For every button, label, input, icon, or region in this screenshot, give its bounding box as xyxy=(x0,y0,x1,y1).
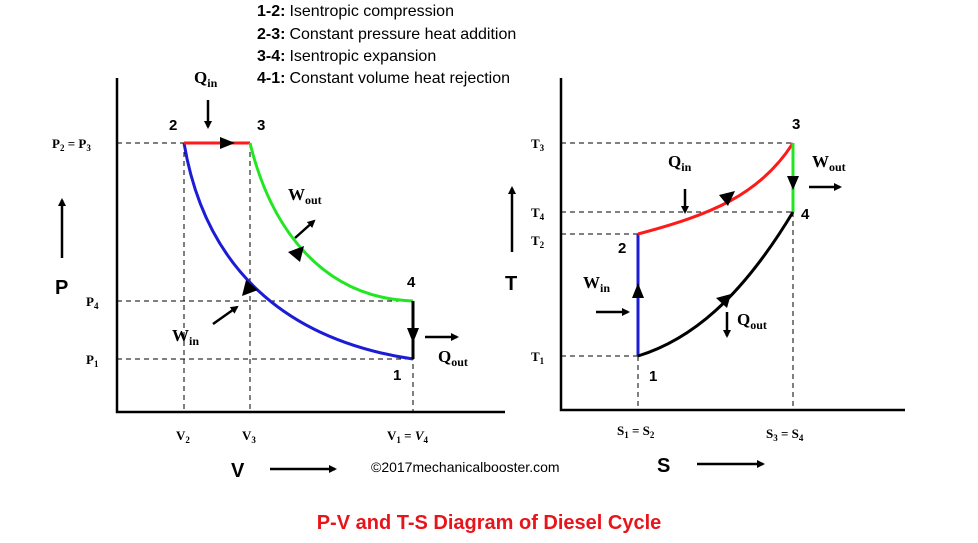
pv-qin-label: Qin xyxy=(194,68,218,90)
ts-direction-arrow-2-3 xyxy=(719,191,735,206)
ts-wout-label: Wout xyxy=(812,152,846,174)
pv-direction-arrow-4-1 xyxy=(407,328,419,343)
pv-point-3: 3 xyxy=(257,117,265,134)
pv-v3-label: V3 xyxy=(242,428,256,445)
pv-p23-label: P2 = P3 xyxy=(52,136,91,153)
pv-wout-arrow xyxy=(294,219,316,239)
pv-win-label: Win xyxy=(172,326,199,348)
ts-direction-arrow-4-1 xyxy=(716,294,731,308)
ts-axes xyxy=(559,78,905,412)
pv-axis-p-label: P xyxy=(55,277,68,299)
pv-point-1: 1 xyxy=(393,367,401,384)
process-legend: 1-2: Isentropic compression 2-3: Constant … xyxy=(257,3,516,87)
copyright-credit: ©2017mechanicalbooster.com xyxy=(371,459,560,475)
ts-s34-label: S3 = S4 xyxy=(766,426,804,443)
ts-win-label: Win xyxy=(583,273,610,295)
ts-t2-label: T2 xyxy=(531,233,545,250)
pv-axes xyxy=(115,78,505,414)
pv-compression-curve xyxy=(182,142,414,361)
pv-direction-arrow-1-2 xyxy=(242,280,258,296)
pv-direction-arrow-2-3 xyxy=(220,137,235,149)
legend-item-3-4: 3-4: Isentropic expansion xyxy=(257,48,436,65)
ts-diagram: T S T3 T4 T2 T1 S1 = S2 S3 = S4 1 2 3 4 … xyxy=(505,78,905,477)
ts-direction-arrow-1-2 xyxy=(632,283,644,298)
ts-t1-label: T1 xyxy=(531,349,545,366)
ts-heat-addition-curve xyxy=(637,142,795,236)
ts-direction-arrow-3-4 xyxy=(787,176,799,190)
pv-point-4: 4 xyxy=(407,274,416,291)
pv-axis-v-label: V xyxy=(231,460,245,482)
ts-qin-label: Qin xyxy=(668,152,692,174)
legend-item-4-1: 4-1: Constant volume heat rejection xyxy=(257,70,510,87)
pv-diagram: P V P2 = P3 P4 P1 V2 V3 V1 = V4 2 3 4 1 … xyxy=(52,68,505,482)
pv-wout-label: Wout xyxy=(288,185,322,207)
pv-direction-arrow-3-4 xyxy=(288,246,304,262)
ts-point-2: 2 xyxy=(618,240,626,257)
ts-t4-label: T4 xyxy=(531,205,545,222)
ts-s12-label: S1 = S2 xyxy=(617,423,655,440)
pv-point-2: 2 xyxy=(169,117,177,134)
ts-axis-s-label: S xyxy=(657,455,670,477)
ts-heat-rejection-curve xyxy=(637,211,795,358)
ts-point-3: 3 xyxy=(792,116,800,133)
legend-item-1-2: 1-2: Isentropic compression xyxy=(257,3,454,20)
pv-p4-label: P4 xyxy=(86,294,99,311)
pv-qout-label: Qout xyxy=(438,347,468,369)
pv-p1-label: P1 xyxy=(86,352,99,369)
ts-qout-label: Qout xyxy=(737,310,767,332)
ts-axis-t-label: T xyxy=(505,273,517,295)
legend-item-2-3: 2-3: Constant pressure heat addition xyxy=(257,26,516,43)
ts-t3-label: T3 xyxy=(531,136,545,153)
diagram-title: P-V and T-S Diagram of Diesel Cycle xyxy=(317,512,662,534)
ts-point-4: 4 xyxy=(801,206,810,223)
ts-point-1: 1 xyxy=(649,368,657,385)
pv-v2-label: V2 xyxy=(176,428,190,445)
pv-expansion-curve xyxy=(248,142,414,303)
pv-win-arrow xyxy=(212,305,239,326)
pv-v14-label: V1 = V4 xyxy=(387,428,428,445)
